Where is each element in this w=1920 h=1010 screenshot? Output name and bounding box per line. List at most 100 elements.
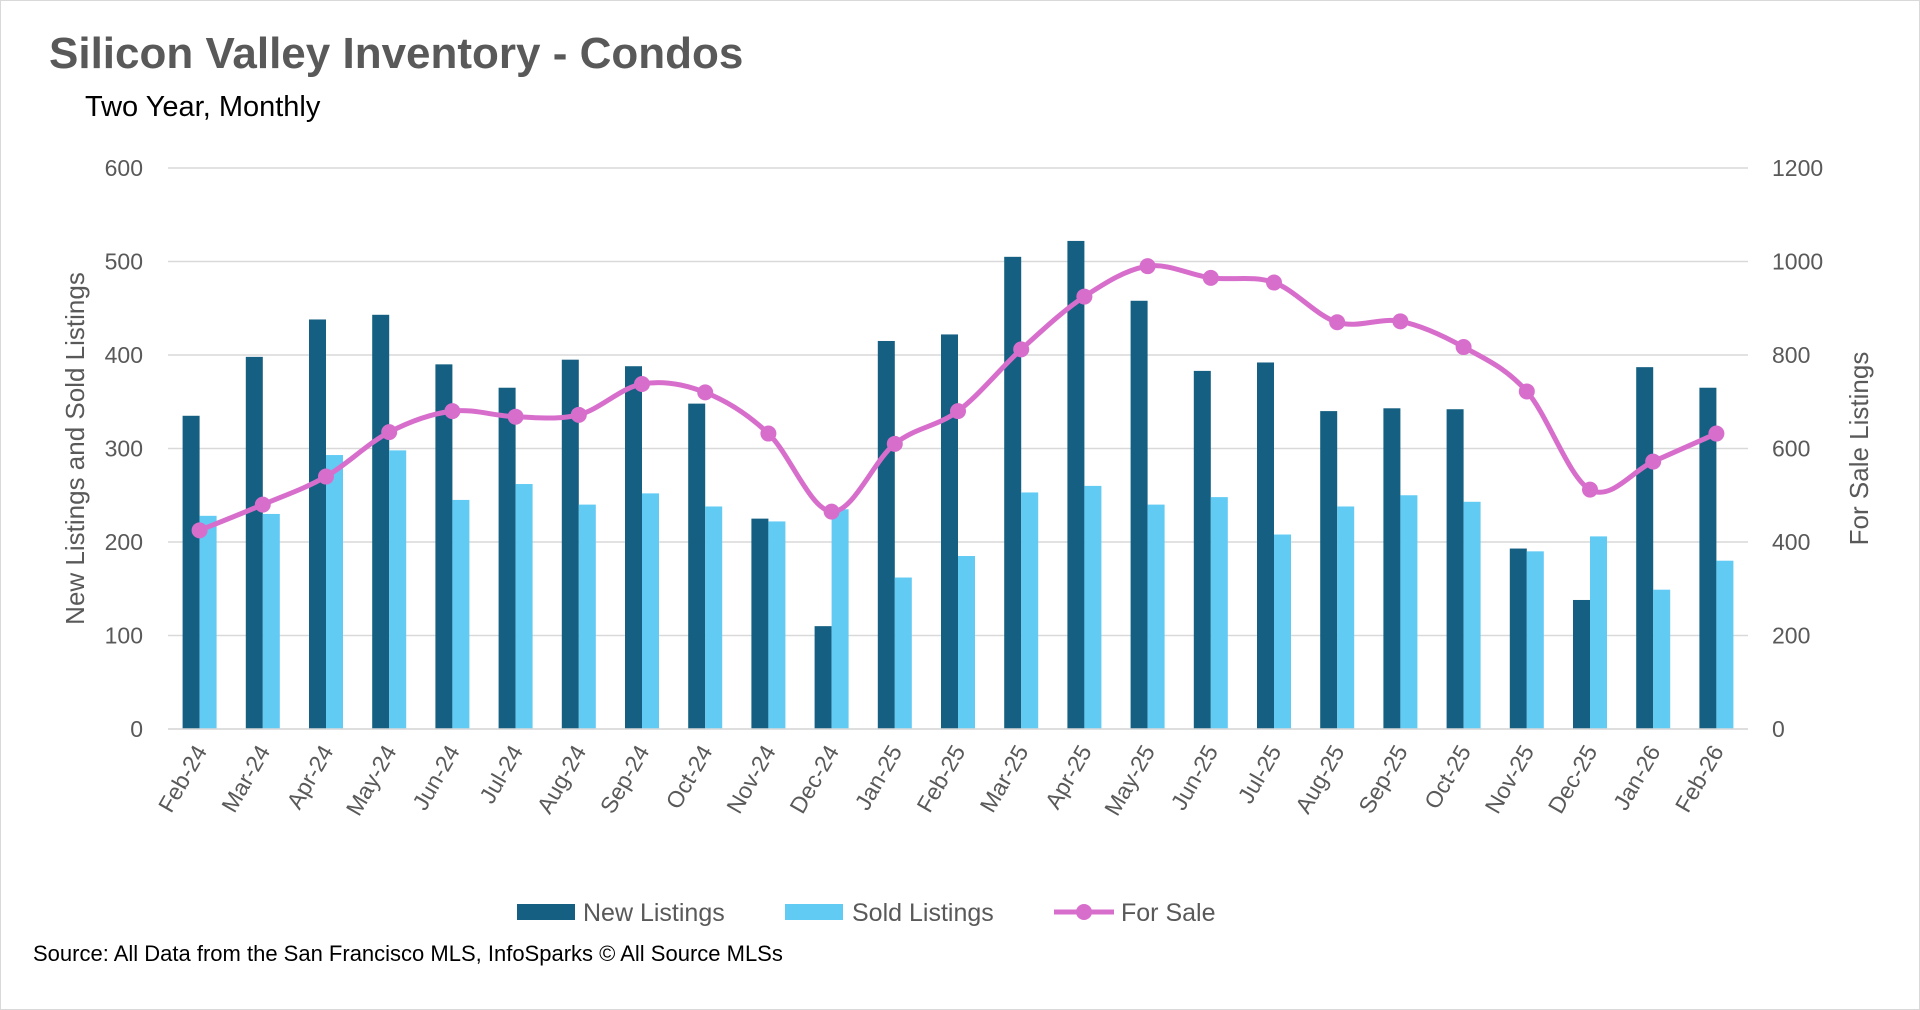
for-sale-point bbox=[1266, 274, 1282, 291]
for-sale-point bbox=[760, 425, 777, 442]
y2-tick-label: 600 bbox=[1772, 436, 1810, 462]
for-sale-point bbox=[1139, 258, 1156, 275]
for-sale-point bbox=[1455, 339, 1472, 356]
for-sale-point bbox=[1013, 341, 1030, 358]
bar-sold-listings bbox=[1590, 536, 1607, 729]
bar-new-listings bbox=[941, 334, 958, 729]
bar-sold-listings bbox=[389, 450, 407, 729]
y-tick-label: 100 bbox=[105, 623, 143, 649]
bar-new-listings bbox=[561, 359, 579, 729]
x-tick-label: Nov-24 bbox=[721, 740, 781, 817]
y-tick-label: 500 bbox=[105, 249, 143, 275]
bar-sold-listings bbox=[1463, 501, 1481, 729]
y-tick-label: 400 bbox=[105, 342, 143, 368]
bar-sold-listings bbox=[1084, 485, 1102, 729]
bar-sold-listings bbox=[326, 455, 343, 729]
x-tick-label: Jul-25 bbox=[1232, 741, 1286, 808]
bar-new-listings bbox=[1193, 370, 1211, 729]
x-tick-label: Jun-25 bbox=[1165, 741, 1223, 815]
bar-sold-listings bbox=[958, 556, 975, 729]
x-tick-label: Feb-25 bbox=[911, 741, 970, 817]
x-tick-label: Mar-24 bbox=[216, 740, 275, 816]
for-sale-point bbox=[444, 403, 461, 420]
bar-sold-listings bbox=[1274, 534, 1291, 729]
x-tick-label: Jun-24 bbox=[407, 740, 465, 814]
for-sale-point bbox=[254, 496, 271, 513]
legend-swatch-new-listings bbox=[517, 904, 575, 920]
x-tick-label: Feb-24 bbox=[153, 740, 212, 816]
x-tick-label: Apr-24 bbox=[281, 740, 338, 813]
for-sale-point bbox=[570, 406, 587, 423]
x-tick-label: Aug-24 bbox=[532, 740, 592, 817]
y2-tick-label: 400 bbox=[1772, 529, 1810, 555]
for-sale-point bbox=[634, 375, 650, 392]
x-tick-label: May-25 bbox=[1099, 741, 1160, 820]
x-tick-label: Dec-24 bbox=[784, 740, 844, 817]
chart-subtitle: Two Year, Monthly bbox=[85, 91, 321, 123]
for-sale-point bbox=[1645, 453, 1662, 470]
bar-new-listings bbox=[1446, 409, 1464, 729]
bar-new-listings bbox=[1699, 387, 1717, 729]
bar-new-listings bbox=[182, 415, 200, 729]
bar-sold-listings bbox=[894, 577, 912, 729]
for-sale-point bbox=[823, 503, 840, 520]
x-tick-label: Jan-25 bbox=[849, 741, 907, 815]
y-axis-title: New Listings and Sold Listings bbox=[60, 272, 90, 625]
bar-sold-listings bbox=[1210, 497, 1228, 729]
x-tick-label: Jul-24 bbox=[474, 740, 528, 807]
legend-label-sold-listings: Sold Listings bbox=[852, 899, 994, 927]
for-sale-point bbox=[1392, 313, 1409, 330]
bar-sold-listings bbox=[1526, 551, 1544, 729]
bar-new-listings bbox=[1636, 367, 1654, 729]
bar-sold-listings bbox=[768, 521, 786, 729]
x-tick-label: Sep-25 bbox=[1353, 741, 1413, 818]
bar-new-listings bbox=[814, 626, 832, 729]
bar-sold-listings bbox=[1147, 504, 1165, 729]
for-sale-point bbox=[1708, 425, 1725, 442]
x-tick-label: Aug-25 bbox=[1290, 741, 1350, 818]
bar-sold-listings bbox=[1716, 560, 1734, 729]
bar-new-listings bbox=[1067, 240, 1085, 729]
bar-new-listings bbox=[1320, 411, 1338, 729]
y2-tick-label: 0 bbox=[1772, 716, 1785, 742]
y-tick-label: 600 bbox=[105, 155, 143, 181]
bar-sold-listings bbox=[199, 515, 217, 729]
x-tick-label: Dec-25 bbox=[1543, 741, 1603, 818]
x-tick-label: Oct-25 bbox=[1419, 741, 1476, 814]
for-sale-point bbox=[1518, 383, 1535, 400]
x-tick-label: Oct-24 bbox=[660, 740, 717, 813]
legend-label-for-sale: For Sale bbox=[1121, 899, 1215, 927]
bar-sold-listings bbox=[1021, 492, 1039, 729]
for-sale-point bbox=[950, 403, 966, 420]
bar-new-listings bbox=[751, 518, 769, 729]
legend-swatch-sold-listings bbox=[785, 904, 843, 920]
bar-new-listings bbox=[245, 356, 263, 729]
bar-sold-listings bbox=[1400, 495, 1418, 729]
y2-axis-title: For Sale Listings bbox=[1844, 352, 1874, 546]
for-sale-point bbox=[191, 522, 208, 539]
y-tick-label: 0 bbox=[130, 716, 143, 742]
bar-sold-listings bbox=[705, 506, 723, 729]
for-sale-point bbox=[1329, 314, 1346, 331]
bar-new-listings bbox=[625, 366, 642, 729]
x-tick-label: Nov-25 bbox=[1480, 741, 1540, 818]
for-sale-point bbox=[1076, 288, 1093, 305]
x-tick-label: Feb-26 bbox=[1670, 741, 1729, 817]
for-sale-point bbox=[318, 468, 334, 485]
bar-sold-listings bbox=[1653, 589, 1671, 729]
bar-new-listings bbox=[877, 340, 895, 729]
bar-sold-listings bbox=[831, 509, 849, 729]
legend-label-new-listings: New Listings bbox=[583, 899, 725, 927]
bar-new-listings bbox=[1004, 256, 1022, 729]
x-tick-label: Jan-26 bbox=[1608, 741, 1666, 815]
y2-tick-label: 1200 bbox=[1772, 155, 1823, 181]
y2-tick-label: 200 bbox=[1772, 623, 1810, 649]
for-sale-point bbox=[381, 424, 398, 441]
x-tick-label: Apr-25 bbox=[1040, 741, 1097, 814]
bar-new-listings bbox=[1383, 408, 1401, 729]
bar-new-listings bbox=[498, 387, 516, 729]
for-sale-point bbox=[886, 435, 903, 452]
bar-new-listings bbox=[309, 319, 326, 729]
chart-title: Silicon Valley Inventory - Condos bbox=[49, 29, 744, 78]
for-sale-point bbox=[1582, 481, 1598, 498]
